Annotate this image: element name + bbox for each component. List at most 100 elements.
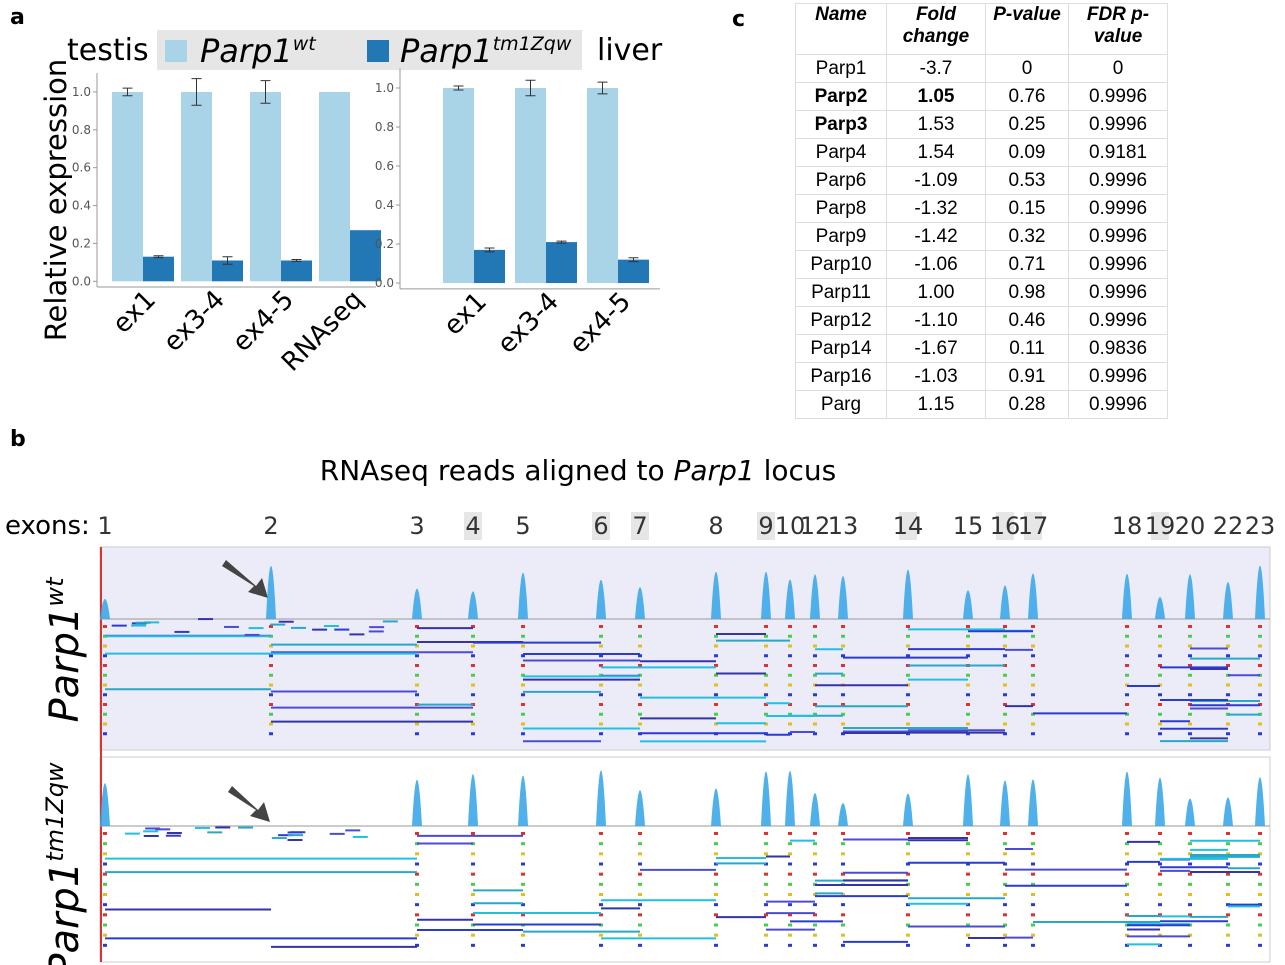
read-end: [813, 664, 817, 667]
read-end: [813, 654, 817, 657]
read-end: [415, 723, 419, 726]
read-end: [841, 664, 845, 667]
y-tick-label: 0.4: [375, 198, 394, 212]
read-end: [841, 934, 845, 937]
read-end: [1125, 903, 1129, 906]
read-end: [788, 684, 792, 687]
read-end: [1258, 832, 1262, 835]
exon-label: 6: [593, 512, 608, 540]
read-end: [521, 883, 525, 886]
read-end: [906, 625, 910, 628]
read-end: [1031, 863, 1035, 866]
read-end: [1258, 863, 1262, 866]
x-tick-label: ex4-5: [564, 287, 637, 360]
read-end: [788, 664, 792, 667]
read-end: [813, 693, 817, 696]
table-cell: Parp16: [796, 363, 887, 391]
read-end: [599, 645, 603, 648]
read-end: [714, 934, 718, 937]
read-end: [1258, 842, 1262, 845]
read-end: [103, 713, 107, 716]
read-end: [1158, 852, 1162, 855]
exon-label: 9: [758, 512, 773, 540]
read-end: [103, 645, 107, 648]
read-end: [1158, 893, 1162, 896]
read-end: [1188, 873, 1192, 876]
table-cell: Parp11: [796, 279, 887, 307]
read-end: [103, 703, 107, 706]
y-tick-label: 1.0: [375, 81, 394, 95]
read-end: [599, 713, 603, 716]
read-end: [764, 654, 768, 657]
read-end: [415, 664, 419, 667]
table-row: Parp1-3.700: [796, 55, 1168, 83]
read-end: [788, 693, 792, 696]
read-end: [1258, 625, 1262, 628]
table-cell: 0.9996: [1069, 83, 1168, 111]
table-row: Parp21.050.760.9996: [796, 83, 1168, 111]
read-end: [471, 635, 475, 638]
y-tick-label: 0.6: [375, 159, 394, 173]
read-end: [638, 703, 642, 706]
read-end: [841, 944, 845, 947]
read-end: [599, 684, 603, 687]
read-end: [764, 842, 768, 845]
read-end: [788, 654, 792, 657]
read-end: [764, 883, 768, 886]
read-end: [521, 732, 525, 735]
x-tick-label: ex3-4: [158, 285, 231, 358]
read-end: [1226, 863, 1230, 866]
read-end: [813, 832, 817, 835]
read-end: [1226, 873, 1230, 876]
read-end: [269, 693, 273, 696]
read-end: [966, 913, 970, 916]
read-end: [1188, 732, 1192, 735]
y-tick-label: 0.8: [72, 123, 91, 137]
read-end: [1031, 674, 1035, 677]
read-end: [813, 903, 817, 906]
read-end: [1226, 645, 1230, 648]
track-bg: [100, 547, 1270, 750]
read-end: [415, 883, 419, 886]
table-row: Parp111.000.980.9996: [796, 279, 1168, 307]
read-end: [638, 625, 642, 628]
read-end: [1188, 645, 1192, 648]
read-end: [764, 832, 768, 835]
read-end: [906, 852, 910, 855]
read-end: [521, 693, 525, 696]
read-end: [966, 713, 970, 716]
bar: [474, 250, 505, 283]
read-end: [1031, 625, 1035, 628]
bar: [319, 92, 350, 281]
read-end: [1003, 713, 1007, 716]
read-end: [1125, 703, 1129, 706]
read-end: [714, 654, 718, 657]
read-end: [788, 944, 792, 947]
read-end: [1003, 934, 1007, 937]
read-end: [638, 893, 642, 896]
table-cell: 0.9996: [1069, 223, 1168, 251]
read-end: [599, 852, 603, 855]
read-end: [1125, 625, 1129, 628]
read-end: [1003, 635, 1007, 638]
read-end: [103, 732, 107, 735]
read-end: [714, 924, 718, 927]
read-end: [521, 635, 525, 638]
read-end: [788, 873, 792, 876]
read-end: [1188, 893, 1192, 896]
read-end: [906, 832, 910, 835]
read-end: [714, 903, 718, 906]
exon-label: 23: [1245, 512, 1276, 540]
read-end: [966, 852, 970, 855]
read-end: [521, 893, 525, 896]
read-end: [1158, 883, 1162, 886]
read-end: [1188, 654, 1192, 657]
read-end: [1003, 903, 1007, 906]
table-cell: Parp10: [796, 251, 887, 279]
read-end: [103, 625, 107, 628]
table-row: Parp41.540.090.9181: [796, 139, 1168, 167]
read-end: [269, 664, 273, 667]
title-text: Parp1: [674, 454, 755, 487]
locus-title: RNAseq reads aligned to Parp1 locus: [320, 454, 836, 487]
read-end: [764, 693, 768, 696]
